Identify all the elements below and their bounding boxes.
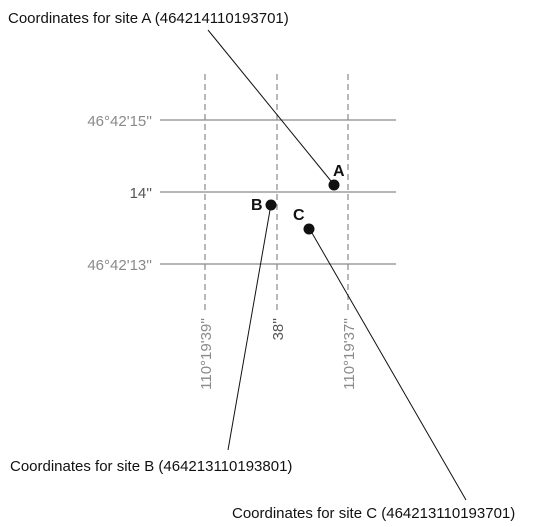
leader-line <box>311 232 467 501</box>
longitude-label: 38'' <box>270 318 287 341</box>
site-label: B <box>251 197 263 214</box>
longitude-label: 110°19'39'' <box>198 318 215 390</box>
callout: Coordinates for site A (464214110193701) <box>8 10 289 27</box>
callout: Coordinates for site C (464213110193701) <box>232 505 515 522</box>
leader-line <box>227 209 271 451</box>
site-point <box>265 199 277 211</box>
leader-line <box>207 29 332 182</box>
latitude-label: 14'' <box>130 185 153 202</box>
callout: Coordinates for site B (464213110193801) <box>10 458 292 475</box>
site-label: A <box>333 163 345 180</box>
latitude-label: 46°42'13'' <box>87 257 152 274</box>
latitude-label: 46°42'15'' <box>87 113 152 130</box>
longitude-label: 110°19'37'' <box>341 318 358 390</box>
site-point <box>328 179 340 191</box>
site-point <box>303 223 315 235</box>
site-label: C <box>293 207 305 224</box>
